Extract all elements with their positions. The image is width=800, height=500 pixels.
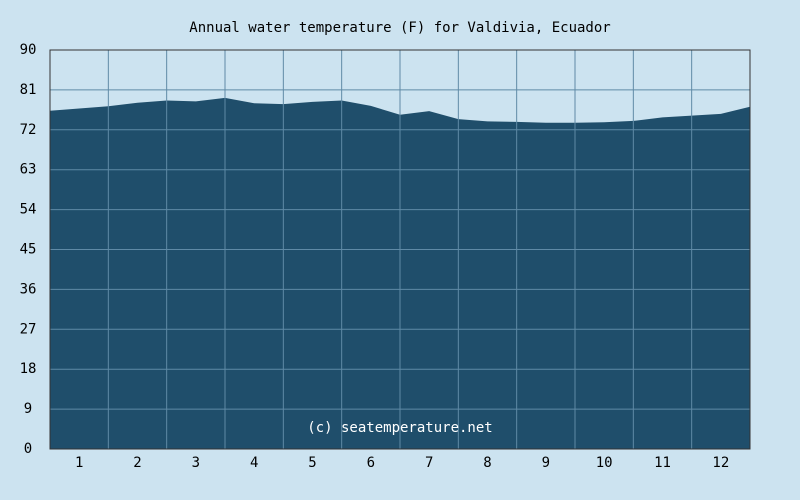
x-tick-label: 10 [596,455,613,471]
y-tick-label: 45 [20,242,37,258]
x-tick-label: 1 [75,455,83,471]
x-tick-label: 5 [308,455,316,471]
y-tick-label: 90 [20,42,37,58]
x-tick-label: 2 [133,455,141,471]
y-tick-label: 81 [20,82,37,98]
chart-title: Annual water temperature (F) for Valdivi… [189,20,610,36]
y-tick-label: 63 [20,162,37,178]
x-tick-label: 11 [654,455,671,471]
y-tick-label: 27 [20,321,37,337]
x-tick-label: 12 [712,455,729,471]
y-tick-label: 0 [24,441,32,457]
y-tick-label: 9 [24,401,32,417]
plot-border [49,49,751,450]
y-tick-label: 54 [20,202,37,218]
y-tick-label: 36 [20,281,37,297]
y-tick-label: 72 [20,122,37,138]
y-tick-label: 18 [20,361,37,377]
watermark: (c) seatemperature.net [307,420,492,436]
x-tick-label: 7 [425,455,433,471]
x-tick-label: 9 [542,455,550,471]
x-tick-label: 6 [367,455,375,471]
x-tick-label: 3 [192,455,200,471]
x-tick-label: 4 [250,455,258,471]
x-tick-label: 8 [483,455,491,471]
